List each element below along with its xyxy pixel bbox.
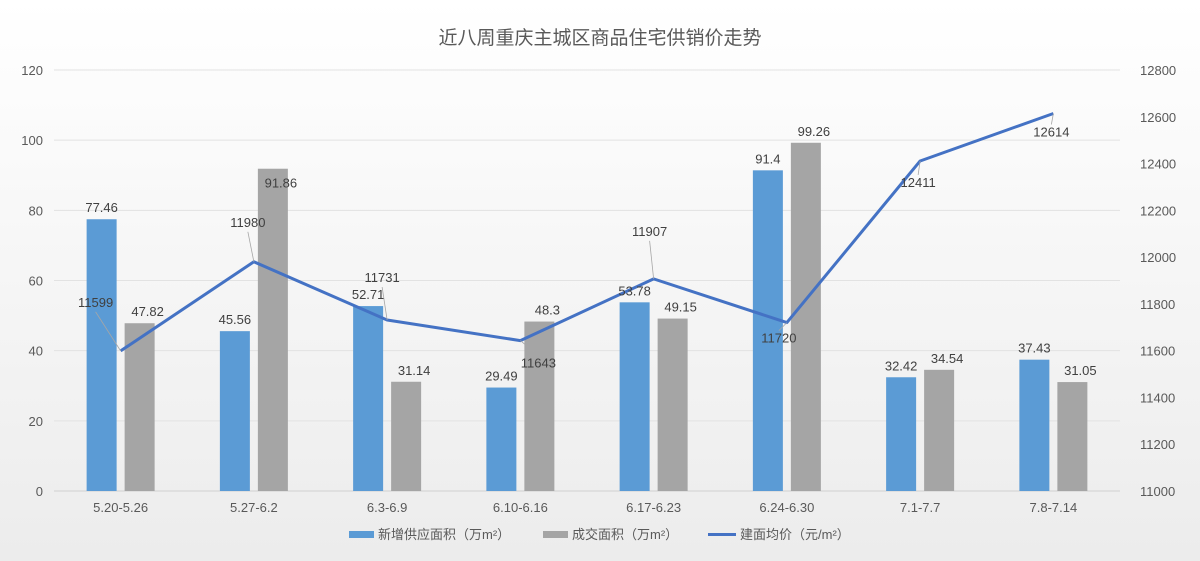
left-tick-label: 120 xyxy=(21,63,43,78)
left-tick-label: 80 xyxy=(29,203,43,218)
line-data-label: 11731 xyxy=(365,270,400,285)
bar-supply xyxy=(486,387,517,491)
price-line xyxy=(119,112,1054,353)
right-tick-label: 11000 xyxy=(1140,484,1175,499)
bar-supply xyxy=(619,302,650,491)
x-axis: 5.20-5.26 5.27-6.2 6.3-6.9 6.10-6.16 6.17-6.… xyxy=(93,500,1077,515)
x-tick-label: 6.24-6.30 xyxy=(759,500,814,515)
right-axis: 11000 11200 11400 11600 11800 12000 12200 12400… xyxy=(1140,63,1176,499)
leader-line xyxy=(95,311,121,352)
legend-swatch-supply xyxy=(349,531,374,538)
legend-label-price: 建面均价（元/m²） xyxy=(740,527,850,542)
bar-data-label: 37.43 xyxy=(1018,341,1051,356)
bars xyxy=(86,142,1088,492)
bar-data-label: 99.26 xyxy=(798,124,831,139)
data-labels: 77.46 45.56 52.71 29.49 53.78 91.4 32.42 37.43 4… xyxy=(78,113,1097,384)
leader-line xyxy=(520,340,539,356)
bar-data-label: 47.82 xyxy=(131,304,164,319)
right-tick-label: 11200 xyxy=(1140,437,1175,452)
bar-sales xyxy=(524,321,555,491)
chart-title: 近八周重庆主城区商品住宅供销价走势 xyxy=(438,27,761,49)
bar-data-label: 29.49 xyxy=(485,369,518,384)
left-axis: 0 20 40 60 80 100 120 xyxy=(21,63,43,499)
leader-line xyxy=(778,322,788,331)
bar-sales xyxy=(657,318,688,491)
left-tick-label: 40 xyxy=(29,344,43,359)
line-data-label: 11980 xyxy=(230,215,265,230)
right-tick-label: 11400 xyxy=(1140,390,1175,405)
bar-data-label: 77.46 xyxy=(85,200,118,215)
legend-label-supply: 新增供应面积（万m²） xyxy=(378,527,510,542)
left-tick-label: 0 xyxy=(36,484,43,499)
right-tick-label: 12800 xyxy=(1140,63,1176,78)
left-tick-label: 100 xyxy=(21,133,43,148)
line-data-label: 12614 xyxy=(1033,125,1069,140)
bar-sales xyxy=(257,168,288,492)
bar-supply xyxy=(1019,359,1050,491)
line-data-label: 12411 xyxy=(901,175,936,190)
right-tick-label: 11600 xyxy=(1140,344,1175,359)
bar-sales xyxy=(1057,382,1088,491)
right-tick-label: 12400 xyxy=(1140,157,1176,172)
x-tick-label: 5.27-6.2 xyxy=(230,500,278,515)
left-tick-label: 60 xyxy=(29,274,43,289)
line-data-label: 11907 xyxy=(632,224,667,239)
leader-line xyxy=(247,231,255,262)
right-tick-label: 12600 xyxy=(1140,110,1176,125)
bar-sales xyxy=(924,369,955,491)
line-data-label: 11643 xyxy=(521,356,556,371)
x-tick-label: 7.1-7.7 xyxy=(900,500,940,515)
bar-supply xyxy=(353,306,384,491)
right-tick-label: 12000 xyxy=(1140,250,1176,265)
leader-line xyxy=(649,240,655,279)
bar-data-label: 32.42 xyxy=(885,358,918,373)
bar-sales xyxy=(790,142,821,492)
x-tick-label: 7.8-7.14 xyxy=(1030,500,1078,515)
bar-data-label: 45.56 xyxy=(219,312,252,327)
x-tick-label: 5.20-5.26 xyxy=(93,500,148,515)
bar-supply xyxy=(86,219,117,491)
bar-data-label: 49.15 xyxy=(664,300,697,315)
bar-data-label: 31.14 xyxy=(398,363,431,378)
bar-data-label: 48.3 xyxy=(535,303,560,318)
leader-line xyxy=(917,160,921,176)
bar-data-label: 31.05 xyxy=(1064,363,1097,378)
bar-data-label: 91.86 xyxy=(265,176,298,191)
line-data-label: 11720 xyxy=(761,331,796,346)
gridlines xyxy=(54,69,1120,492)
line-data-label: 11599 xyxy=(78,295,113,310)
x-tick-label: 6.17-6.23 xyxy=(626,500,681,515)
legend-label-sales: 成交面积（万m²） xyxy=(572,527,678,542)
leader-line xyxy=(381,286,388,321)
bar-sales xyxy=(124,323,155,491)
right-tick-label: 12200 xyxy=(1140,203,1176,218)
legend: 新增供应面积（万m²） 成交面积（万m²） 建面均价（元/m²） xyxy=(349,527,850,542)
bar-supply xyxy=(886,377,917,491)
bar-data-label: 52.71 xyxy=(352,287,385,302)
x-tick-label: 6.10-6.16 xyxy=(493,500,548,515)
legend-swatch-sales xyxy=(543,531,568,538)
bar-data-label: 34.54 xyxy=(931,351,964,366)
right-tick-label: 11800 xyxy=(1140,297,1175,312)
x-tick-label: 6.3-6.9 xyxy=(367,500,407,515)
bar-sales xyxy=(391,381,422,491)
left-tick-label: 20 xyxy=(29,414,43,429)
price-line-path xyxy=(119,112,1054,353)
bar-supply xyxy=(219,331,250,491)
bar-data-label: 53.78 xyxy=(618,283,651,298)
leader-line xyxy=(1050,113,1054,125)
bar-supply xyxy=(752,170,783,492)
bar-data-label: 91.4 xyxy=(755,151,780,166)
